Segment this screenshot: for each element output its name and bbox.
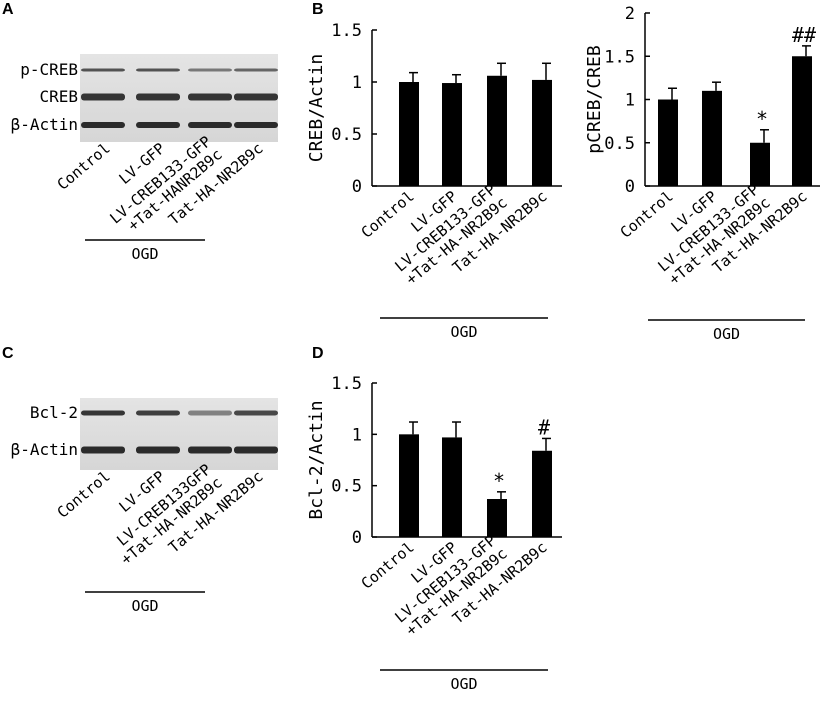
lane-label: Control xyxy=(54,139,114,193)
blot-band xyxy=(136,410,180,416)
significance-mark: # xyxy=(538,415,550,439)
x-tick-label: Control xyxy=(358,187,418,241)
y-axis-label: CREB/Actin xyxy=(306,54,327,162)
y-tick-label: 1 xyxy=(352,425,362,445)
panel-letter: B xyxy=(312,1,324,18)
blot-band xyxy=(81,93,125,101)
y-tick-label: 0 xyxy=(352,177,362,197)
bar xyxy=(442,437,462,537)
blot-row-label: CREB xyxy=(39,87,78,106)
x-tick-label-group: Control xyxy=(358,538,418,592)
bar xyxy=(702,90,722,186)
blot-band xyxy=(234,446,278,454)
significance-mark: * xyxy=(493,469,505,493)
x-tick-label-group: Control xyxy=(358,187,418,241)
blot-band xyxy=(234,93,278,101)
lane-label-group: Control xyxy=(54,467,114,521)
x-tick-label: Control xyxy=(358,538,418,592)
blot-band xyxy=(136,122,180,128)
panel-letter: A xyxy=(2,1,14,18)
bar xyxy=(399,82,419,186)
group-label: OGD xyxy=(131,597,158,615)
lane-label: Control xyxy=(54,467,114,521)
group-label: OGD xyxy=(131,245,158,263)
blot-band xyxy=(81,410,125,416)
significance-mark: * xyxy=(756,107,768,131)
panel-letter: C xyxy=(2,345,14,362)
y-tick-label: 0 xyxy=(625,177,635,197)
bar xyxy=(750,142,770,186)
blot-band xyxy=(234,68,278,72)
blot-row-label: β-Actin xyxy=(11,115,78,134)
significance-mark: ## xyxy=(792,23,816,47)
bar xyxy=(532,450,552,537)
y-axis-label: Bcl-2/Actin xyxy=(306,400,327,519)
y-tick-label: 0.5 xyxy=(331,477,362,497)
bar xyxy=(658,99,678,186)
blot-band xyxy=(188,93,232,101)
blot-band xyxy=(136,446,180,454)
blot-band xyxy=(188,68,232,72)
bar xyxy=(532,79,552,186)
blot-band xyxy=(188,410,232,416)
blot-band xyxy=(188,122,232,128)
blot-band xyxy=(188,446,232,454)
bar xyxy=(442,83,462,186)
blot-background xyxy=(80,398,278,470)
blot-row-label: Bcl-2 xyxy=(30,403,78,422)
y-tick-label: 1.5 xyxy=(331,374,362,394)
panel-letter: D xyxy=(312,345,324,362)
y-axis-label: pCREB/CREB xyxy=(584,45,605,153)
y-tick-label: 0 xyxy=(352,528,362,548)
blot-row-label: β-Actin xyxy=(11,440,78,459)
y-tick-label: 0.5 xyxy=(331,125,362,145)
blot-band xyxy=(81,446,125,454)
y-tick-label: 1 xyxy=(625,91,635,111)
group-label: OGD xyxy=(450,675,477,693)
lane-label-group: Control xyxy=(54,139,114,193)
bar xyxy=(399,434,419,537)
blot-band xyxy=(81,68,125,72)
blot-band xyxy=(234,410,278,416)
y-tick-label: 1 xyxy=(352,73,362,93)
group-label: OGD xyxy=(450,323,477,341)
bar xyxy=(487,499,507,537)
y-tick-label: 1.5 xyxy=(331,21,362,41)
y-tick-label: 1.5 xyxy=(604,47,635,67)
y-tick-label: 2 xyxy=(625,4,635,24)
blot-band xyxy=(136,93,180,101)
bar xyxy=(792,56,812,186)
blot-row-label: p-CREB xyxy=(20,60,78,79)
blot-band xyxy=(136,68,180,72)
blot-band xyxy=(81,122,125,128)
blot-band xyxy=(234,122,278,128)
bar xyxy=(487,75,507,186)
y-tick-label: 0.5 xyxy=(604,134,635,154)
group-label: OGD xyxy=(713,325,740,343)
